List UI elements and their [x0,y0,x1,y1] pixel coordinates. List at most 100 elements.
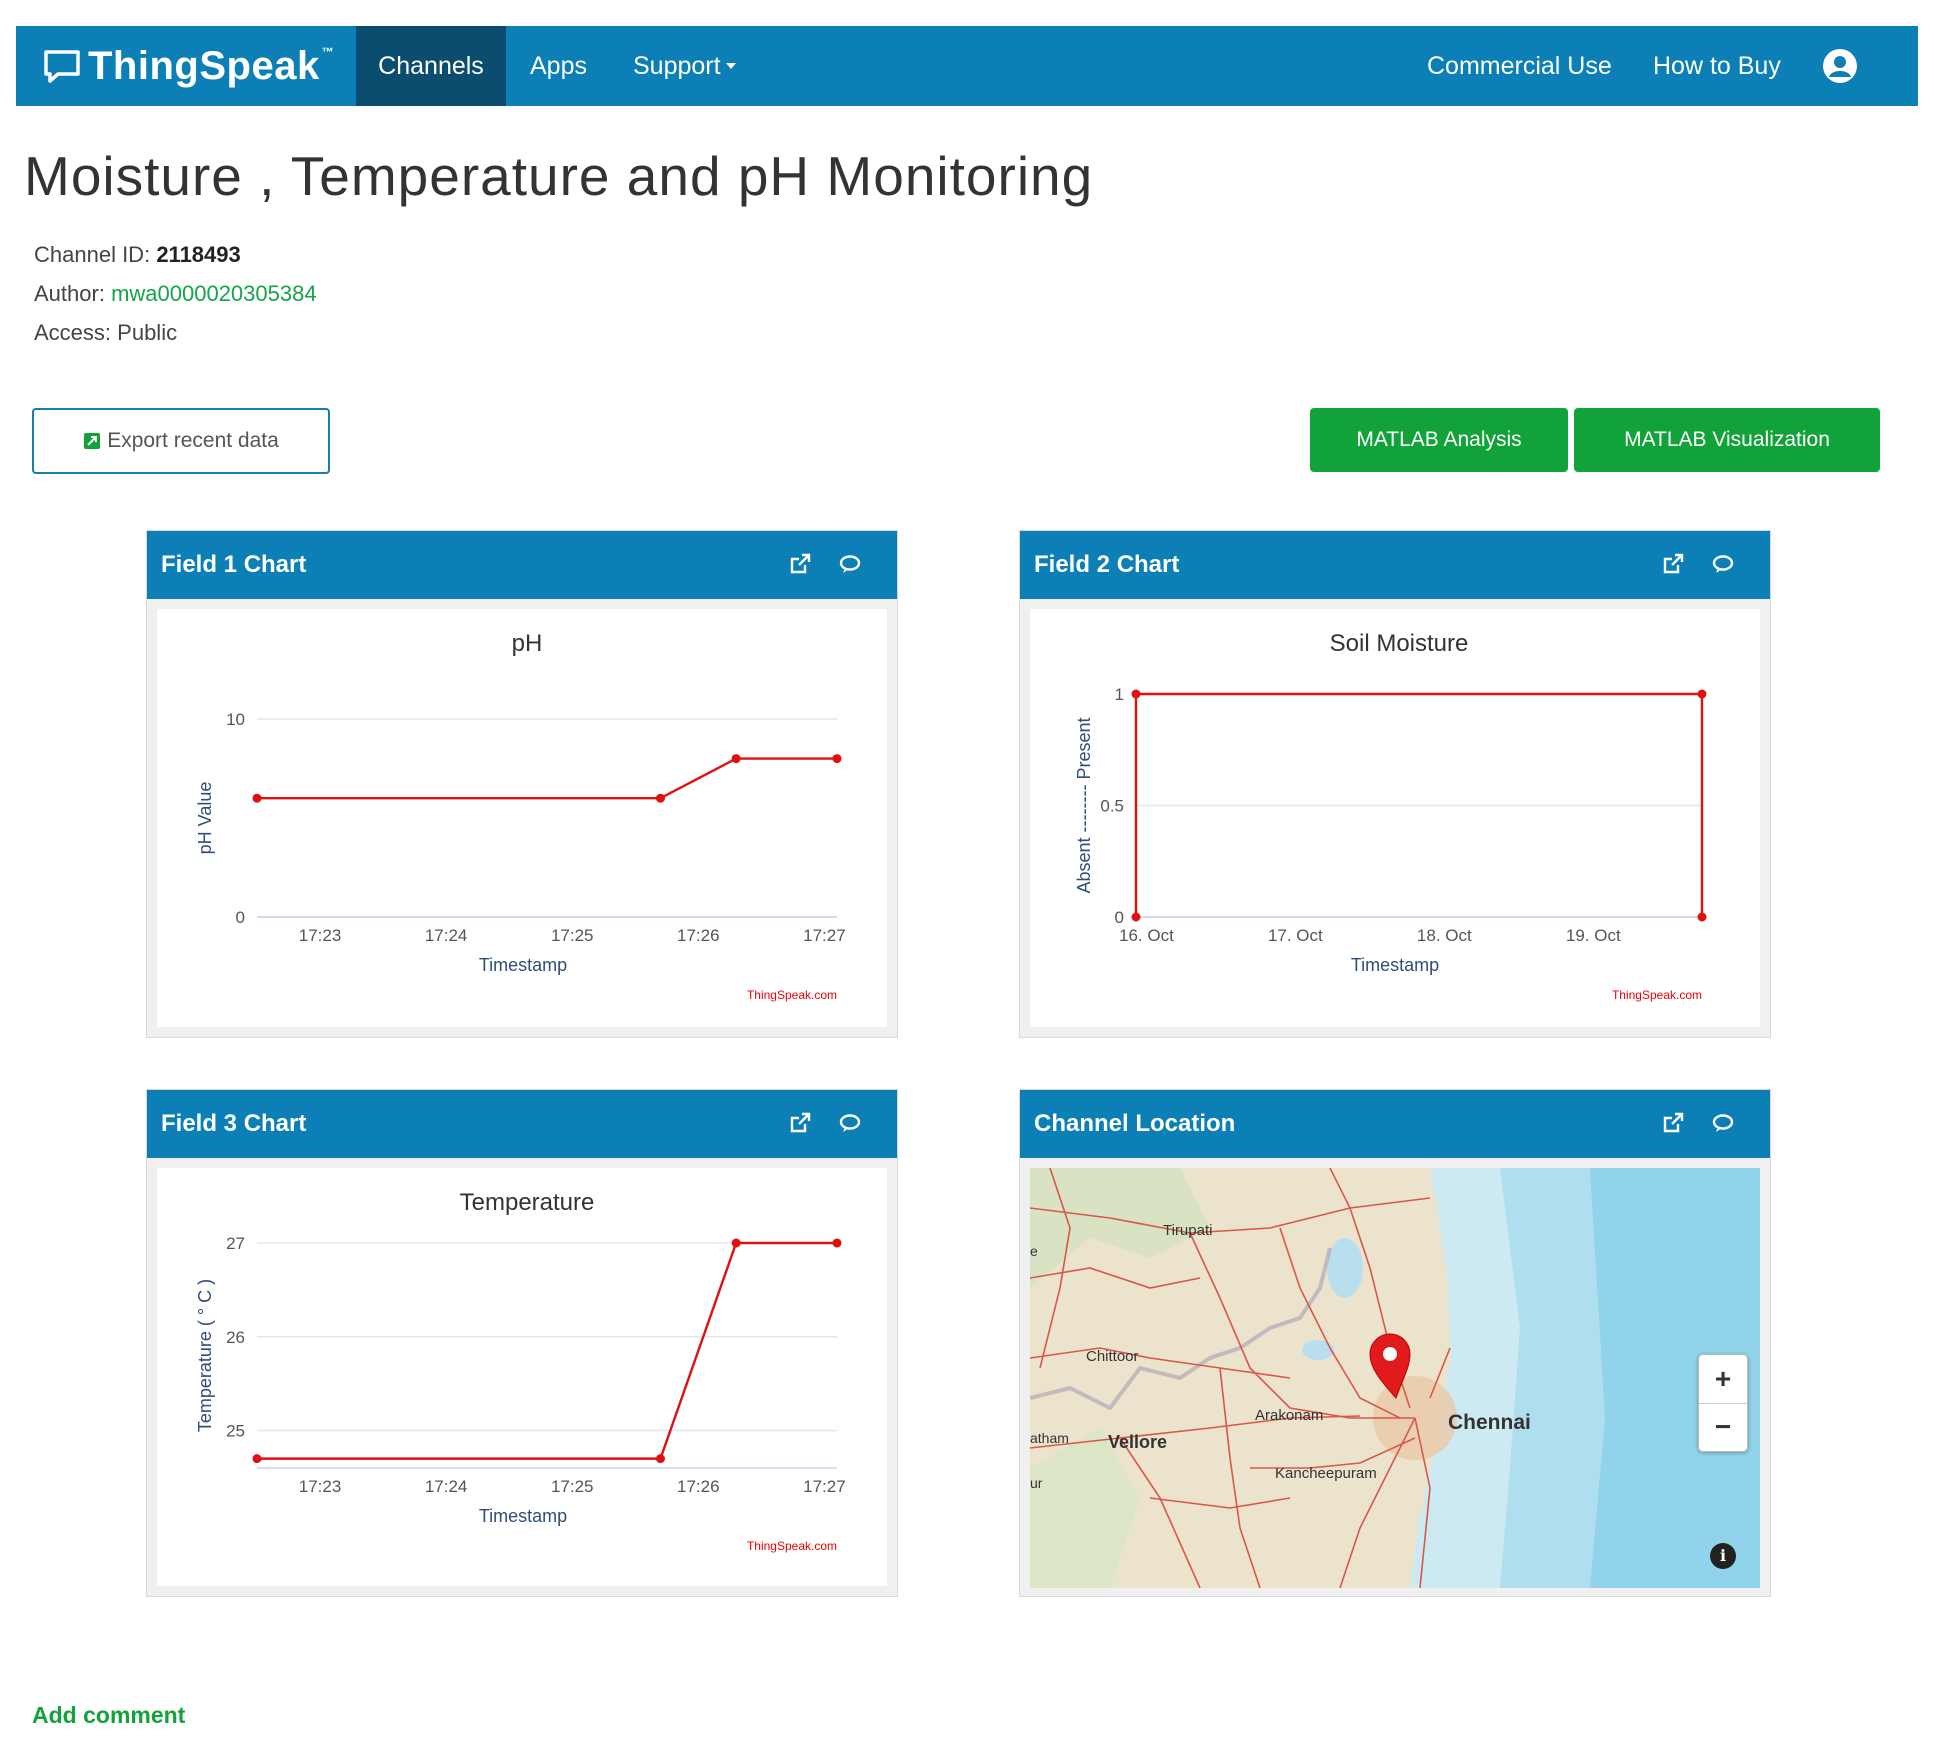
x-axis-label: Timestamp [1351,955,1439,975]
x-tick-label: 17:23 [299,926,342,945]
comment-icon[interactable] [837,1110,863,1136]
external-link-icon[interactable] [1660,551,1686,577]
author-link[interactable]: mwa0000020305384 [111,281,317,306]
caret-down-icon [725,63,736,69]
map-terrain [1030,1428,1140,1588]
y-tick-label: 10 [226,710,245,729]
chart-title: Temperature [460,1189,595,1216]
channel-id-row: Channel ID: 2118493 [34,242,241,268]
matlab-visualization-label: MATLAB Visualization [1624,428,1830,451]
series-line [257,757,837,800]
panel-header: Field 1 Chart [147,531,897,599]
chart-credit: ThingSpeak.com [747,1539,837,1553]
x-axis-label: Timestamp [479,1506,567,1526]
y-tick-label: 27 [226,1234,245,1253]
brand-name: ThingSpeak [88,43,320,88]
x-tick-label: 17:26 [677,926,720,945]
comment-icon[interactable] [1710,551,1736,577]
nav-channels-label: Channels [378,51,484,80]
y-axis-label: Temperature ( ° C ) [195,1279,215,1432]
state-border [1030,1247,1332,1411]
map-roads [1030,1168,1451,1588]
x-tick-label: 17:25 [551,1477,594,1496]
nav-how-to-buy-label: How to Buy [1653,51,1781,80]
map-labels: Tirupati Chittoor Arakonam Chennai Vello… [1030,1222,1531,1491]
chart-container: Temperature 25 26 27 17:23 17:24 17:25 17:26 17:… [157,1168,887,1586]
x-tick-label: 17. Oct [1268,926,1323,945]
soil-moisture-chart[interactable]: Soil Moisture 0 0.5 1 16. Oct 17. Oct 18. Oct 1… [1030,609,1760,1027]
data-point [252,1454,262,1464]
access-label: Access: [34,320,112,345]
map-canvas[interactable]: Tirupati Chittoor Arakonam Chennai Vello… [1030,1168,1760,1588]
x-tick-label: 19. Oct [1566,926,1621,945]
map-deeper-sea [1590,1168,1760,1588]
nav-apps[interactable]: Apps [530,26,587,106]
y-tick-label: 0.5 [1100,797,1124,816]
x-tick-label: 17:25 [551,926,594,945]
panel-title: Channel Location [1034,1110,1236,1137]
map-label: atham [1030,1430,1069,1446]
comment-icon[interactable] [837,551,863,577]
map-label: Tirupati [1163,1222,1212,1239]
access-row: Access: Public [34,320,177,346]
add-comment-link[interactable]: Add comment [32,1702,186,1728]
matlab-visualization-button[interactable]: MATLAB Visualization [1574,408,1880,472]
user-account-icon[interactable] [1822,48,1858,84]
top-navbar: ThingSpeak ™ Channels Apps Support Comme… [16,26,1918,106]
access-value: Public [117,320,178,345]
external-link-icon[interactable] [1660,1110,1686,1136]
nav-commercial-use-label: Commercial Use [1427,51,1612,80]
comment-icon[interactable] [1710,1110,1736,1136]
zoom-control: + − [1698,1354,1748,1452]
nav-commercial-use[interactable]: Commercial Use [1427,26,1612,106]
panel-title: Field 2 Chart [1034,551,1180,578]
data-point [731,754,741,764]
panel-header: Field 3 Chart [147,1090,897,1158]
map-label: Kancheepuram [1275,1465,1377,1482]
data-point [1131,912,1141,922]
x-tick-label: 17:26 [677,1477,720,1496]
matlab-analysis-label: MATLAB Analysis [1356,428,1522,451]
x-tick-label: 18. Oct [1417,926,1472,945]
zoom-out-button[interactable]: − [1714,1411,1732,1442]
map-lake [1302,1340,1334,1360]
location-pin-icon[interactable] [1369,1333,1411,1399]
map-label: ur [1030,1475,1043,1491]
page-title: Moisture , Temperature and pH Monitoring [24,145,1094,207]
data-point [832,754,842,764]
panel-title: Field 3 Chart [161,1110,307,1137]
export-label: Export recent data [107,429,279,452]
nav-channels[interactable]: Channels [356,26,506,106]
info-icon[interactable]: i [1710,1543,1736,1569]
brand-logo[interactable]: ThingSpeak ™ [42,26,334,106]
data-point [1697,912,1707,922]
x-tick-label: 17:27 [803,926,846,945]
export-recent-data-button[interactable]: Export recent data [32,408,330,474]
data-point [655,1454,665,1464]
nav-support[interactable]: Support [633,26,736,106]
external-link-icon[interactable] [787,551,813,577]
ph-chart[interactable]: pH 0 10 17:23 17:24 17:25 17:26 17:27 Timestamp p… [157,609,887,1027]
y-tick-label: 25 [226,1422,245,1441]
matlab-analysis-button[interactable]: MATLAB Analysis [1310,408,1568,472]
series-line [1134,692,1704,917]
x-tick-label: 16. Oct [1119,926,1174,945]
channel-id-label: Channel ID: [34,242,151,267]
chart-container: Soil Moisture 0 0.5 1 16. Oct 17. Oct 18. Oct 1… [1030,609,1760,1027]
export-icon [84,433,101,449]
x-tick-label: 17:24 [425,926,468,945]
data-point [252,793,262,803]
y-tick-label: 0 [1115,908,1124,927]
nav-how-to-buy[interactable]: How to Buy [1653,26,1781,106]
map-label: e [1030,1243,1038,1259]
series-line [257,1241,837,1460]
chart-title: pH [512,630,543,657]
field-1-chart-panel: Field 1 Chart pH 0 10 17:23 17:24 17:25 17:26 1… [146,530,898,1038]
chart-title: Soil Moisture [1330,630,1469,657]
zoom-in-button[interactable]: + [1699,1355,1747,1404]
y-axis-label: Absent -------- Present [1074,717,1094,893]
location-map[interactable]: Tirupati Chittoor Arakonam Chennai Vello… [1030,1168,1760,1588]
external-link-icon[interactable] [787,1110,813,1136]
chart-credit: ThingSpeak.com [1612,988,1702,1002]
temperature-chart[interactable]: Temperature 25 26 27 17:23 17:24 17:25 17:26 17:… [157,1168,887,1586]
